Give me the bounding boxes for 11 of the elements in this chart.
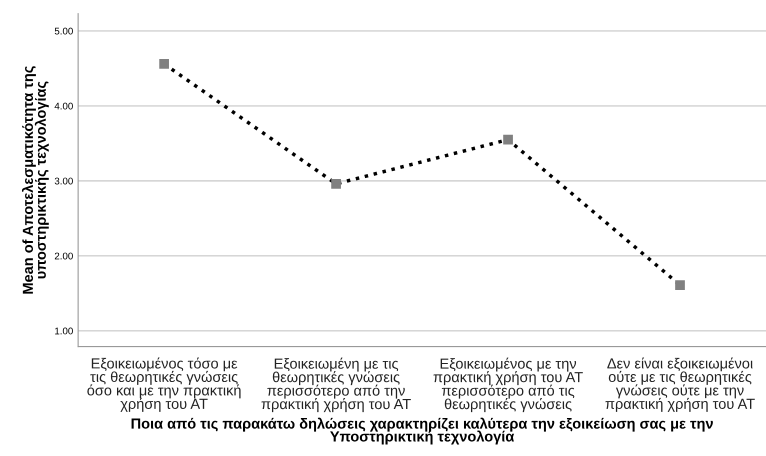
x-axis-title: Ποια από τις παρακάτω δηλώσεις χαρακτηρίζει καλύτερα την εξοικείωση σας με την Υποστηρικτική τεχνολογία [132, 418, 713, 444]
x-tick-label: Δεν είναι εξοικειωμένοι ούτε με τις θεωρητικές γνώσεις ούτε με την πρακτική χρήση του ΑΤ [605, 357, 755, 412]
x-tick-label: Εξοικειωμένη με τις θεωρητικές γνώσεις περισσότερο από την πρακτική χρήση του ΑΤ [262, 358, 411, 412]
y-tick-label: 5.00 [54, 28, 73, 35]
x-tick-label: Εξοικειωμένος τόσο με τις θεωρητικές γνώσεις όσο και με την πρακτική χρήση του ΑΤ [87, 357, 241, 412]
x-tick-label: Εξοικειωμένος με την πρακτική χρήση του ΑΤ περισσότερο από τις θεωρητικές γνώσεις [434, 358, 583, 412]
y-tick-label: 1.00 [55, 328, 73, 334]
y-tick-label: 3.00 [54, 178, 73, 184]
y-tick-label: 2.00 [54, 252, 73, 260]
y-tick-label: 4.00 [54, 102, 73, 110]
y-axis-title: Mean of Αποτελεσματικότητα της υποστηρικτικής τεχνολογίας [22, 66, 49, 294]
